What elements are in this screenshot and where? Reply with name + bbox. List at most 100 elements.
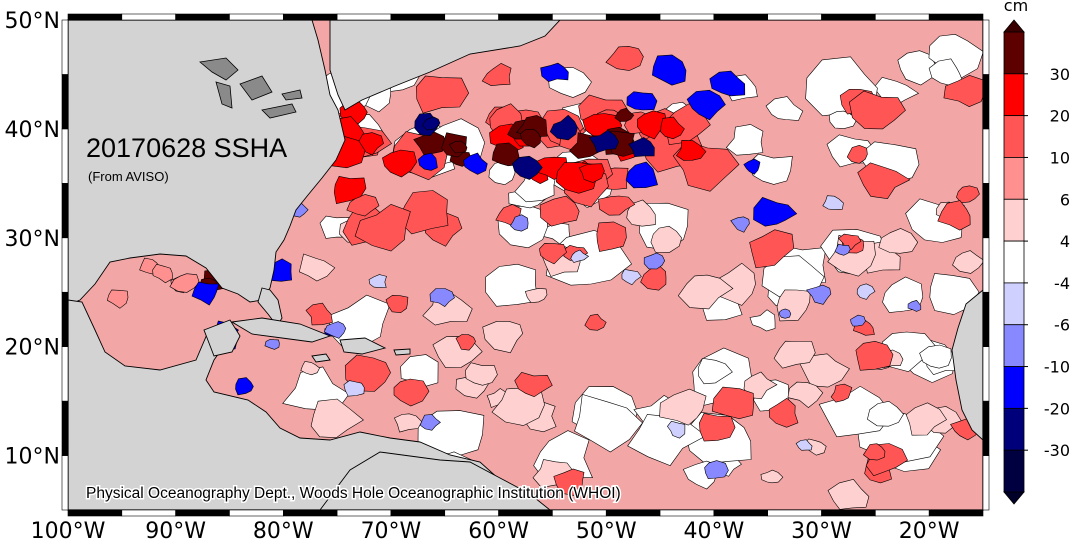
ssha-contour-patch bbox=[798, 353, 850, 388]
ssha-contour-patch bbox=[382, 149, 418, 178]
ssha-contour-patch bbox=[106, 289, 129, 309]
border-tick-top bbox=[552, 13, 607, 21]
ssha-contour-patch bbox=[539, 195, 580, 227]
map-border-ticks bbox=[61, 13, 990, 517]
ssha-contour-patch bbox=[711, 386, 754, 420]
ssha-contour-patch bbox=[481, 62, 512, 87]
lon-tick-label: 30°W bbox=[791, 519, 852, 542]
ssha-contour-patch bbox=[753, 197, 798, 227]
border-tick-left bbox=[61, 237, 69, 293]
ssha-contour-patch bbox=[640, 264, 667, 291]
land-hispaniola bbox=[339, 337, 387, 355]
ssha-contour-patch bbox=[235, 377, 254, 396]
ssha-contour-patch bbox=[765, 96, 804, 121]
ssha-contour-patch bbox=[614, 107, 635, 122]
ssha-contour-patch bbox=[919, 344, 952, 369]
border-tick-right bbox=[982, 128, 990, 184]
ssha-contour-patch bbox=[519, 128, 541, 149]
ssha-contour-patch bbox=[709, 70, 746, 97]
lon-tick-label: 80°W bbox=[253, 519, 314, 542]
ssha-contour-patch bbox=[855, 340, 894, 371]
ssha-contour-patch bbox=[553, 468, 585, 496]
ssha-contour-patch bbox=[578, 163, 605, 183]
ssha-contour-patch bbox=[848, 90, 906, 130]
ssha-contour-patch bbox=[907, 300, 922, 312]
colorbar-tick-label: -4 bbox=[1054, 274, 1070, 293]
ssha-contour-patch bbox=[413, 131, 447, 155]
land-cuba bbox=[230, 317, 332, 343]
map-annotations: 20170628 SSHA (From AVISO) Physical Ocea… bbox=[85, 133, 623, 504]
colorbar-arrow-bottom bbox=[1003, 491, 1025, 505]
land-jamaica bbox=[311, 353, 331, 363]
land-yucatan bbox=[203, 319, 241, 357]
border-tick-right bbox=[982, 183, 990, 239]
ssha-contour-patch bbox=[343, 380, 365, 397]
ssha-contour-patch bbox=[636, 110, 668, 140]
ssha-contour-patch bbox=[667, 420, 686, 439]
ssha-contour-patch bbox=[905, 402, 948, 436]
ssha-contour-patch bbox=[743, 158, 761, 175]
border-tick-left bbox=[61, 291, 69, 347]
colorbar-swatches bbox=[1003, 19, 1025, 505]
ssha-contour-patch bbox=[625, 161, 658, 189]
ssha-contour-patch bbox=[878, 228, 919, 254]
ssha-contour-patch bbox=[462, 152, 488, 175]
border-tick-left bbox=[61, 400, 69, 456]
lon-tick-label: 40°W bbox=[684, 519, 745, 542]
lat-tick-label: 10°N bbox=[5, 445, 60, 470]
ssha-contour-patch bbox=[485, 263, 539, 307]
ssha-contour-patch bbox=[952, 250, 983, 274]
border-tick-left bbox=[61, 74, 69, 130]
border-tick-bottom bbox=[121, 509, 176, 517]
border-tick-top bbox=[336, 13, 392, 21]
colorbar-tick-label: 6 bbox=[1060, 190, 1070, 209]
border-tick-left bbox=[61, 455, 69, 511]
lon-tick-label: 50°W bbox=[576, 519, 637, 542]
ssha-contour-patch bbox=[856, 283, 876, 300]
ssha-contour-patch bbox=[455, 334, 476, 351]
ssha-contour-patch bbox=[778, 308, 792, 319]
colorbar-swatch bbox=[1003, 115, 1025, 158]
ssha-contour-patch bbox=[354, 203, 411, 252]
ssha-contour-patch bbox=[660, 116, 685, 140]
colorbar-tick-label: -30 bbox=[1044, 441, 1070, 460]
land-south-america bbox=[319, 451, 551, 510]
border-tick-bottom bbox=[821, 509, 876, 517]
map-title: 20170628 SSHA bbox=[86, 133, 287, 163]
colorbar-labels: 30 20 10 6 4 -4 -6 -10 -20 -30 bbox=[1024, 65, 1070, 460]
border-tick-top bbox=[767, 13, 822, 21]
lon-tick-label: 100°W bbox=[31, 519, 106, 542]
border-tick-right bbox=[982, 74, 990, 130]
ssha-contour-patch bbox=[760, 469, 784, 484]
ssha-contour-patch bbox=[570, 249, 590, 263]
lon-tick-label: 60°W bbox=[468, 519, 529, 542]
colorbar-arrow-top bbox=[1003, 19, 1025, 33]
ssha-contour-patch bbox=[415, 75, 470, 114]
lon-tick-label: 90°W bbox=[145, 519, 206, 542]
ssha-contour-patch bbox=[787, 381, 824, 408]
ssha-contour-patch bbox=[956, 185, 980, 204]
colorbar-swatch bbox=[1003, 407, 1025, 451]
ssha-contour-patch bbox=[943, 74, 983, 108]
colorbar-tick-label: -20 bbox=[1044, 399, 1070, 418]
ssha-contour-patch bbox=[511, 155, 543, 180]
border-tick-right bbox=[982, 19, 990, 75]
map-source: (From AVISO) bbox=[88, 169, 169, 184]
border-tick-top bbox=[229, 13, 284, 21]
border-tick-right bbox=[982, 291, 990, 347]
border-tick-bottom bbox=[175, 509, 230, 517]
ssha-contour-patch bbox=[464, 362, 498, 386]
border-tick-bottom bbox=[336, 509, 392, 517]
ssha-contour-patch bbox=[305, 302, 333, 326]
border-tick-top bbox=[390, 13, 446, 21]
border-tick-bottom bbox=[713, 509, 769, 517]
ssha-contour-patch bbox=[897, 50, 936, 86]
ssha-contour-patch bbox=[768, 397, 799, 428]
ssha-contour-patch bbox=[937, 200, 971, 231]
ssha-contour-patch bbox=[429, 288, 455, 307]
border-tick-bottom bbox=[928, 509, 984, 517]
ssha-contour-patch bbox=[806, 284, 832, 305]
colorbar-unit: cm bbox=[1004, 0, 1028, 15]
colorbar-swatch bbox=[1003, 324, 1025, 367]
colorbar-tick-label: 30 bbox=[1050, 65, 1070, 84]
